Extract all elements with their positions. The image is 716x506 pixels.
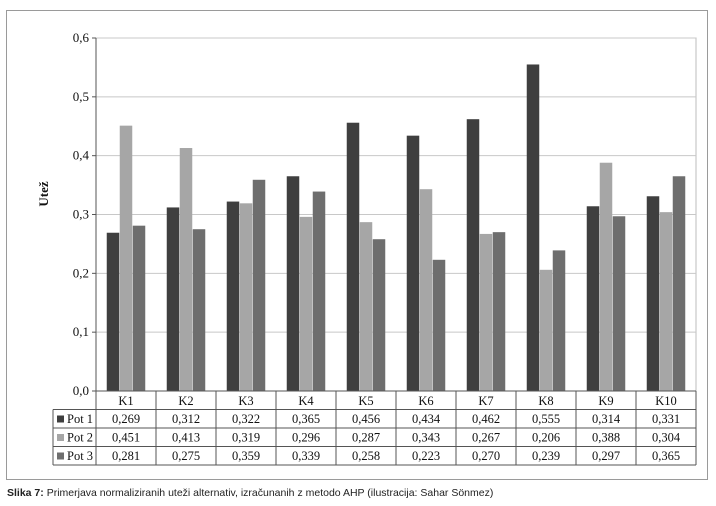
category-label: K5 xyxy=(358,394,373,408)
chart-svg: 0,0 0,1 0,2 0,3 0,4 0,5 0,6 K1 K2 K3 K4 K5 K6 K7 K8 K9… xyxy=(36,30,697,466)
data-label: 0,434 xyxy=(412,412,441,426)
data-label: 0,339 xyxy=(292,449,320,463)
y-tick-label: 0,5 xyxy=(73,89,89,104)
category-label: K1 xyxy=(118,394,133,408)
bar-pot-3-k7 xyxy=(492,232,506,391)
data-label: 0,451 xyxy=(112,431,140,445)
bar-pot-2-k7 xyxy=(479,233,493,391)
y-tick-label: 0,6 xyxy=(73,30,90,45)
bar-pot-1-k2 xyxy=(166,207,180,391)
bar-pot-3-k2 xyxy=(192,229,206,391)
chart-frame: 0,0 0,1 0,2 0,3 0,4 0,5 0,6 K1 K2 K3 K4 K5 K6 K7 K8 K9… xyxy=(6,10,708,480)
legend-label: Pot 2 xyxy=(67,431,93,445)
data-label: 0,456 xyxy=(352,412,380,426)
bar-pot-3-k10 xyxy=(672,176,686,391)
bar-pot-1-k9 xyxy=(586,206,600,391)
data-label: 0,312 xyxy=(172,412,200,426)
bar-pot-3-k6 xyxy=(432,259,446,391)
data-label: 0,359 xyxy=(232,449,260,463)
bar-pot-1-k1 xyxy=(106,232,120,391)
bar-pot-1-k5 xyxy=(346,122,360,391)
y-tick-label: 0,1 xyxy=(73,324,89,339)
caption-label: Slika 7: xyxy=(7,487,44,499)
y-axis-label: Utež xyxy=(36,181,51,206)
bar-pot-1-k6 xyxy=(406,135,420,391)
y-tick-label: 0,3 xyxy=(73,207,89,222)
data-label: 0,258 xyxy=(352,449,380,463)
category-label: K9 xyxy=(598,394,613,408)
data-label: 0,296 xyxy=(292,431,320,445)
data-table: K1 K2 K3 K4 K5 K6 K7 K8 K9 K10 Pot 1 0,269 0,312 0,32… xyxy=(52,390,697,466)
bar-pot-3-k8 xyxy=(552,250,566,391)
legend-key-pot-2 xyxy=(57,434,64,441)
y-tick-label: 0,4 xyxy=(73,148,90,163)
data-label: 0,223 xyxy=(412,449,440,463)
y-tick-label: 0,0 xyxy=(73,383,89,398)
bar-pot-1-k3 xyxy=(226,201,240,391)
bar-pot-2-k5 xyxy=(359,222,373,391)
bar-pot-1-k8 xyxy=(526,64,540,391)
bar-pot-3-k1 xyxy=(132,225,146,391)
category-label: K7 xyxy=(478,394,493,408)
legend-key-pot-1 xyxy=(57,415,64,423)
bar-pot-1-k7 xyxy=(466,119,480,391)
bar-pot-2-k10 xyxy=(659,212,673,391)
bar-pot-2-k8 xyxy=(539,269,553,391)
data-label: 0,413 xyxy=(172,431,200,445)
data-label: 0,287 xyxy=(352,431,380,445)
category-label: K6 xyxy=(418,394,433,408)
data-label: 0,297 xyxy=(592,449,620,463)
category-label: K3 xyxy=(238,394,253,408)
data-label: 0,314 xyxy=(592,412,621,426)
data-label: 0,555 xyxy=(532,412,560,426)
bar-pot-2-k4 xyxy=(299,216,313,391)
bar-pot-3-k9 xyxy=(612,216,626,391)
data-label: 0,206 xyxy=(532,431,560,445)
category-label: K2 xyxy=(178,394,193,408)
bar-pot-3-k5 xyxy=(372,239,386,391)
data-label: 0,275 xyxy=(172,449,200,463)
bar-pot-1-k4 xyxy=(286,176,300,391)
y-tick-label: 0,2 xyxy=(73,265,89,280)
bar-pot-2-k9 xyxy=(599,162,613,391)
data-label: 0,281 xyxy=(112,449,140,463)
data-label: 0,270 xyxy=(472,449,500,463)
data-label: 0,304 xyxy=(652,431,681,445)
bar-pot-3-k4 xyxy=(312,191,326,391)
data-label: 0,267 xyxy=(472,431,500,445)
data-label: 0,322 xyxy=(232,412,260,426)
figure-caption: Slika 7: Primerjava normaliziranih uteži… xyxy=(7,487,493,499)
data-label: 0,269 xyxy=(112,412,140,426)
data-label: 0,331 xyxy=(652,412,680,426)
axes: 0,0 0,1 0,2 0,3 0,4 0,5 0,6 xyxy=(73,30,97,398)
data-label: 0,343 xyxy=(412,431,440,445)
legend-label: Pot 3 xyxy=(67,449,93,463)
data-label: 0,239 xyxy=(532,449,560,463)
data-label: 0,365 xyxy=(292,412,320,426)
bars xyxy=(106,64,686,391)
bar-pot-2-k2 xyxy=(179,148,193,391)
data-label: 0,462 xyxy=(472,412,500,426)
category-label: K4 xyxy=(298,394,314,408)
category-label: K10 xyxy=(655,394,677,408)
bar-pot-2-k6 xyxy=(419,189,433,391)
legend-label: Pot 1 xyxy=(67,412,93,426)
bar-pot-3-k3 xyxy=(252,179,266,391)
bar-pot-2-k3 xyxy=(239,203,253,391)
bar-pot-2-k1 xyxy=(119,125,133,391)
caption-text: Primerjava normaliziranih uteži alternat… xyxy=(43,487,494,499)
legend-key-pot-3 xyxy=(57,452,64,460)
bar-pot-1-k10 xyxy=(646,196,660,391)
data-label: 0,388 xyxy=(592,431,620,445)
data-label: 0,319 xyxy=(232,431,260,445)
category-label: K8 xyxy=(538,394,553,408)
data-label: 0,365 xyxy=(652,449,680,463)
